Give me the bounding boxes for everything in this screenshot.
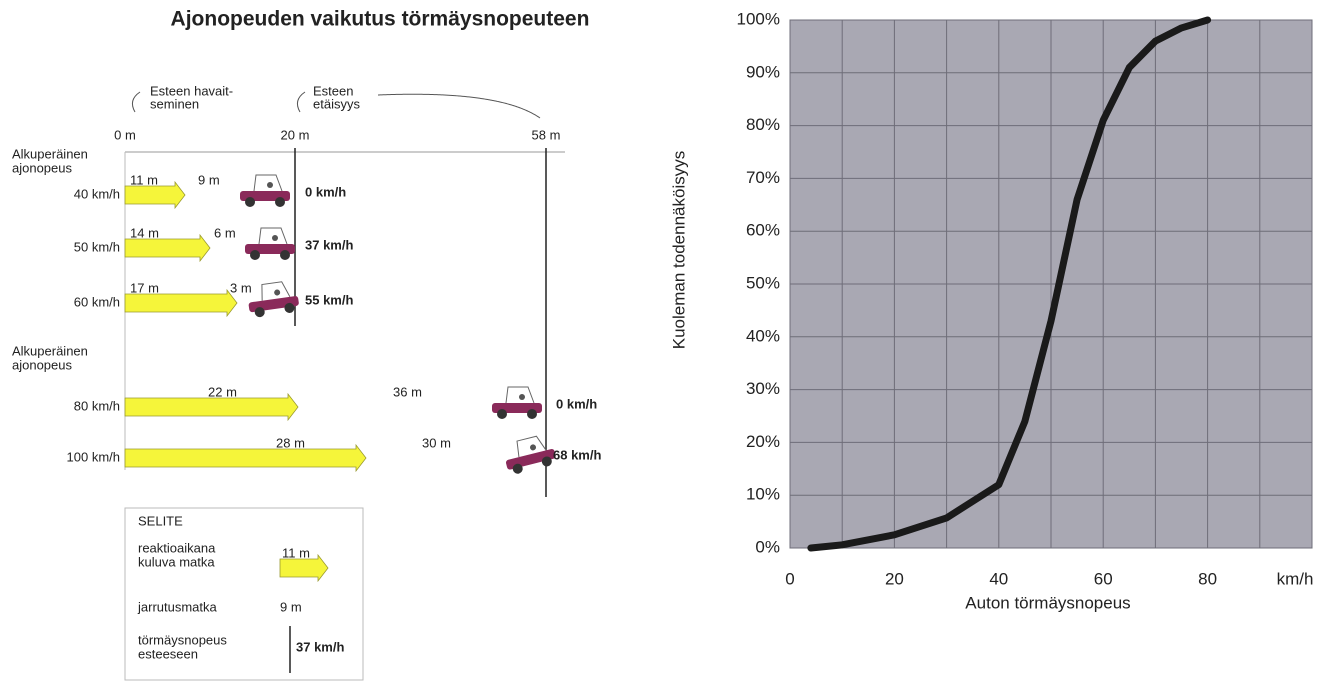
diagram-title: Ajonopeuden vaikutus törmäysnopeuteen bbox=[171, 8, 590, 31]
driver bbox=[267, 182, 273, 188]
reaction-distance: 11 m bbox=[130, 172, 158, 187]
reaction-distance: 22 m bbox=[208, 384, 237, 399]
impact-speed: 55 km/h bbox=[305, 292, 353, 307]
wheel bbox=[497, 409, 507, 419]
x-tick-label: 80 bbox=[1198, 569, 1217, 588]
y-tick-label: 40% bbox=[746, 326, 780, 345]
y-tick-label: 30% bbox=[746, 379, 780, 398]
legend-label: kuluva matka bbox=[138, 554, 215, 569]
x-axis-label: Auton törmäysnopeus bbox=[965, 593, 1130, 612]
reaction-distance: 14 m bbox=[130, 225, 159, 240]
legend-sample: 9 m bbox=[280, 599, 302, 614]
legend-sample: 37 km/h bbox=[296, 639, 344, 654]
y-tick-label: 60% bbox=[746, 221, 780, 240]
braking-distance: 9 m bbox=[198, 172, 220, 187]
braking-distance: 36 m bbox=[393, 384, 422, 399]
speed-label: 80 km/h bbox=[74, 398, 120, 413]
legend-sample: 11 m bbox=[282, 545, 310, 560]
wheel bbox=[245, 197, 255, 207]
car-icon bbox=[492, 387, 542, 419]
y-axis-label: Kuoleman todennäköisyys bbox=[669, 151, 688, 349]
legend-title: SELITE bbox=[138, 513, 183, 528]
impact-speed: 68 km/h bbox=[553, 447, 601, 462]
y-tick-label: 20% bbox=[746, 432, 780, 451]
legend-label: esteeseen bbox=[138, 646, 198, 661]
x-unit: km/h bbox=[1277, 569, 1314, 588]
impact-speed: 0 km/h bbox=[556, 396, 597, 411]
x-tick-label: 0 bbox=[785, 569, 794, 588]
braking-distance: 3 m bbox=[230, 280, 252, 295]
reaction-arrow bbox=[125, 445, 366, 471]
marker-note: seminen bbox=[150, 96, 199, 111]
legend-label: jarrutusmatka bbox=[137, 599, 218, 614]
braking-distance: 6 m bbox=[214, 225, 236, 240]
driver bbox=[272, 235, 278, 241]
y-tick-label: 90% bbox=[746, 62, 780, 81]
impact-speed: 37 km/h bbox=[305, 237, 353, 252]
y-tick-label: 100% bbox=[737, 9, 780, 28]
legend-label: reaktioaikana bbox=[138, 540, 216, 555]
y-tick-label: 50% bbox=[746, 273, 780, 292]
reaction-distance: 28 m bbox=[276, 435, 305, 450]
distance-mark: 58 m bbox=[532, 127, 561, 142]
group-label: ajonopeus bbox=[12, 357, 72, 372]
x-tick-label: 40 bbox=[989, 569, 1008, 588]
car-icon bbox=[246, 280, 300, 319]
braking-distance: 30 m bbox=[422, 435, 451, 450]
note-arrow bbox=[378, 94, 540, 118]
wheel bbox=[527, 409, 537, 419]
group-label: Alkuperäinen bbox=[12, 146, 88, 161]
distance-mark: 20 m bbox=[281, 127, 310, 142]
car-icon bbox=[501, 433, 557, 476]
car-icon bbox=[245, 228, 295, 260]
y-tick-label: 80% bbox=[746, 115, 780, 134]
x-tick-label: 20 bbox=[885, 569, 904, 588]
wheel bbox=[280, 250, 290, 260]
y-tick-label: 10% bbox=[746, 485, 780, 504]
speed-label: 50 km/h bbox=[74, 239, 120, 254]
legend-label: törmäysnopeus bbox=[138, 632, 227, 647]
page: Ajonopeuden vaikutus törmäysnopeuteen Es… bbox=[0, 0, 1334, 682]
car-icon bbox=[240, 175, 290, 207]
speed-label: 40 km/h bbox=[74, 186, 120, 201]
note-arrow bbox=[297, 92, 305, 112]
marker-note: etäisyys bbox=[313, 96, 360, 111]
wheel bbox=[250, 250, 260, 260]
reaction-distance: 17 m bbox=[130, 280, 159, 295]
x-tick-label: 60 bbox=[1094, 569, 1113, 588]
note-arrow bbox=[132, 92, 140, 112]
y-tick-label: 70% bbox=[746, 168, 780, 187]
group-label: Alkuperäinen bbox=[12, 343, 88, 358]
speed-label: 100 km/h bbox=[67, 449, 120, 464]
driver bbox=[519, 394, 525, 400]
y-tick-label: 0% bbox=[755, 537, 780, 556]
group-label: ajonopeus bbox=[12, 160, 72, 175]
distance-mark: 0 m bbox=[114, 127, 136, 142]
impact-speed: 0 km/h bbox=[305, 184, 346, 199]
speed-label: 60 km/h bbox=[74, 294, 120, 309]
wheel bbox=[275, 197, 285, 207]
